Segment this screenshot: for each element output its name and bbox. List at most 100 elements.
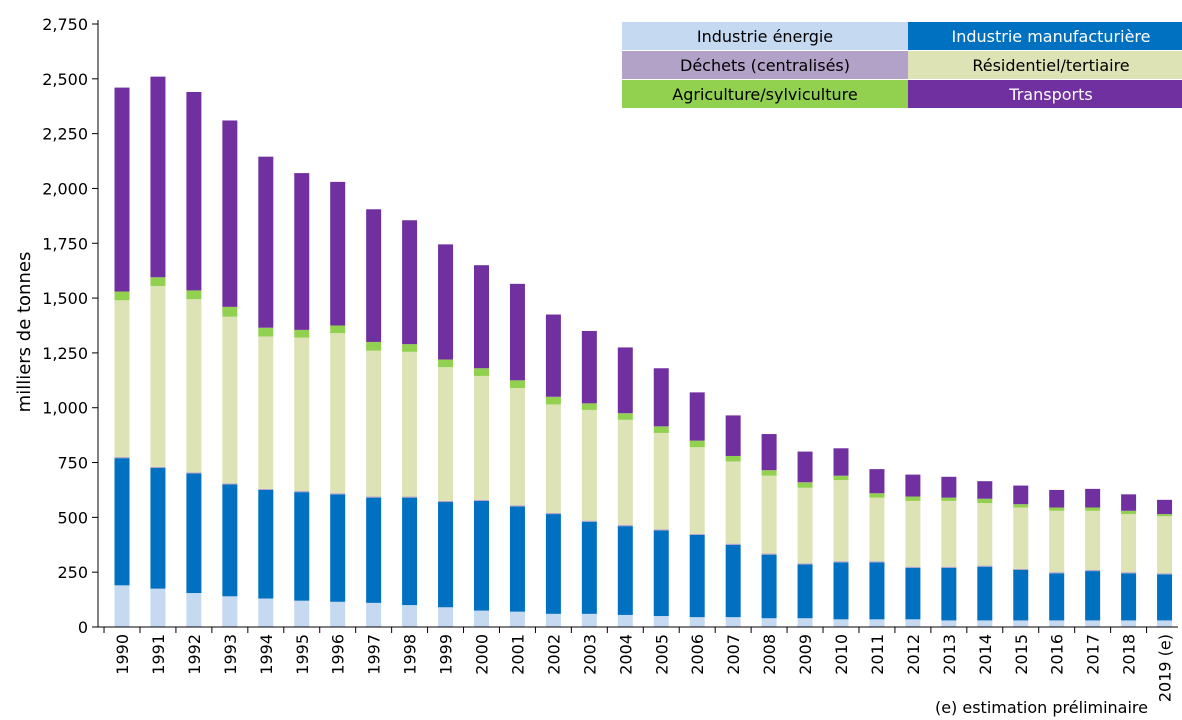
bar-segment <box>366 341 382 351</box>
bar-segment <box>330 493 346 495</box>
x-tick-label: 2015 <box>1012 634 1031 675</box>
bar-stack-1995 <box>294 173 310 627</box>
x-tick-label: 1994 <box>257 634 276 675</box>
legend-swatch <box>622 22 908 50</box>
bar-segment <box>653 530 669 617</box>
bar-segment <box>474 499 489 501</box>
bar-segment <box>438 367 454 501</box>
bar-segment <box>402 497 418 606</box>
bar-segment <box>474 375 489 500</box>
bar-segment <box>258 488 274 490</box>
bar-segment <box>186 473 202 594</box>
bar-stack-2007 <box>725 415 741 627</box>
bar-segment <box>1013 485 1029 505</box>
bar-segment <box>617 347 633 414</box>
bar-stack-1992 <box>186 91 202 627</box>
bar-segment <box>941 567 957 621</box>
bar-segment <box>438 244 454 360</box>
bar-stack-1994 <box>258 156 274 627</box>
bar-segment <box>725 461 741 544</box>
bar-segment <box>797 563 813 565</box>
bar-segment <box>258 336 274 489</box>
bar-segment <box>114 457 130 459</box>
x-tick-label: 1997 <box>365 634 384 675</box>
bar-segment <box>1013 620 1029 627</box>
bar-stack-2010 <box>833 448 849 627</box>
bar-segment <box>833 475 849 481</box>
bar-segment <box>725 617 741 627</box>
bar-segment <box>402 605 418 627</box>
legend-label: Industrie manufacturière <box>952 27 1151 46</box>
bar-segment <box>581 403 597 410</box>
x-tick-label: 1995 <box>293 634 312 675</box>
bar-segment <box>617 526 633 615</box>
legend-label: Industrie énergie <box>697 27 833 46</box>
bar-segment <box>114 87 130 292</box>
legend-label: Résidentiel/tertiaire <box>972 56 1129 75</box>
bar-segment <box>186 472 202 474</box>
bar-stack-2017 <box>1085 488 1101 627</box>
x-tick-label: 2009 <box>796 634 815 675</box>
bar-segment <box>977 481 993 499</box>
bar-segment <box>186 290 202 300</box>
y-tick-label: 1,750 <box>42 234 88 253</box>
bar-segment <box>725 544 741 618</box>
bar-segment <box>617 525 633 527</box>
bar-segment <box>366 496 382 498</box>
bar-segment <box>114 458 130 586</box>
bar-segment <box>689 533 705 535</box>
bar-segment <box>797 482 813 488</box>
bar-stack-1999 <box>438 244 454 627</box>
bar-segment <box>1049 489 1065 508</box>
bar-segment <box>438 500 454 503</box>
bar-segment <box>1121 494 1137 511</box>
bar-stack-1998 <box>402 220 418 627</box>
bar-segment <box>1049 573 1065 621</box>
bar-segment <box>833 619 849 627</box>
x-tick-label: 2019 (e) <box>1156 634 1175 702</box>
bar-segment <box>114 300 130 458</box>
bar-segment <box>653 426 669 433</box>
bar-segment <box>725 543 741 545</box>
bar-segment <box>294 491 310 493</box>
y-tick-label: 2,000 <box>42 179 88 198</box>
bar-segment <box>689 617 705 627</box>
bar-segment <box>438 607 454 627</box>
bar-stack-2001 <box>509 283 525 627</box>
bar-stack-2003 <box>581 330 597 627</box>
bar-segment <box>1085 571 1101 621</box>
bar-segment <box>330 601 346 627</box>
bar-segment <box>869 497 885 562</box>
bar-segment <box>761 553 777 555</box>
bar-segment <box>1013 504 1029 508</box>
x-tick-label: 2010 <box>832 634 851 675</box>
bar-segment <box>545 404 561 513</box>
bar-segment <box>761 618 777 627</box>
x-tick-label: 2006 <box>688 634 707 675</box>
bar-segment <box>114 291 130 301</box>
x-tick-label: 1999 <box>437 634 456 675</box>
bar-segment <box>1049 510 1065 573</box>
bar-segment <box>1157 514 1173 517</box>
legend-label: Déchets (centralisés) <box>680 56 850 75</box>
bar-segment <box>725 455 741 462</box>
bar-segment <box>402 220 418 345</box>
bar-segment <box>761 554 777 619</box>
bar-segment <box>833 561 849 563</box>
bar-segment <box>1013 507 1029 569</box>
bar-stack-2012 <box>905 474 921 627</box>
y-tick-label: 2,750 <box>42 15 88 34</box>
bar-segment <box>150 277 166 287</box>
x-tick-label: 1998 <box>401 634 420 675</box>
bar-segment <box>689 440 705 448</box>
bar-segment <box>222 316 238 484</box>
bar-segment <box>366 602 382 627</box>
bar-segment <box>905 566 921 568</box>
bar-segment <box>689 534 705 618</box>
bar-stack-1990 <box>114 87 130 627</box>
bar-segment <box>186 593 202 627</box>
bar-segment <box>1013 568 1029 570</box>
bar-segment <box>1121 573 1137 621</box>
bar-stack-2016 <box>1049 489 1065 627</box>
bar-stack-1997 <box>366 209 382 627</box>
